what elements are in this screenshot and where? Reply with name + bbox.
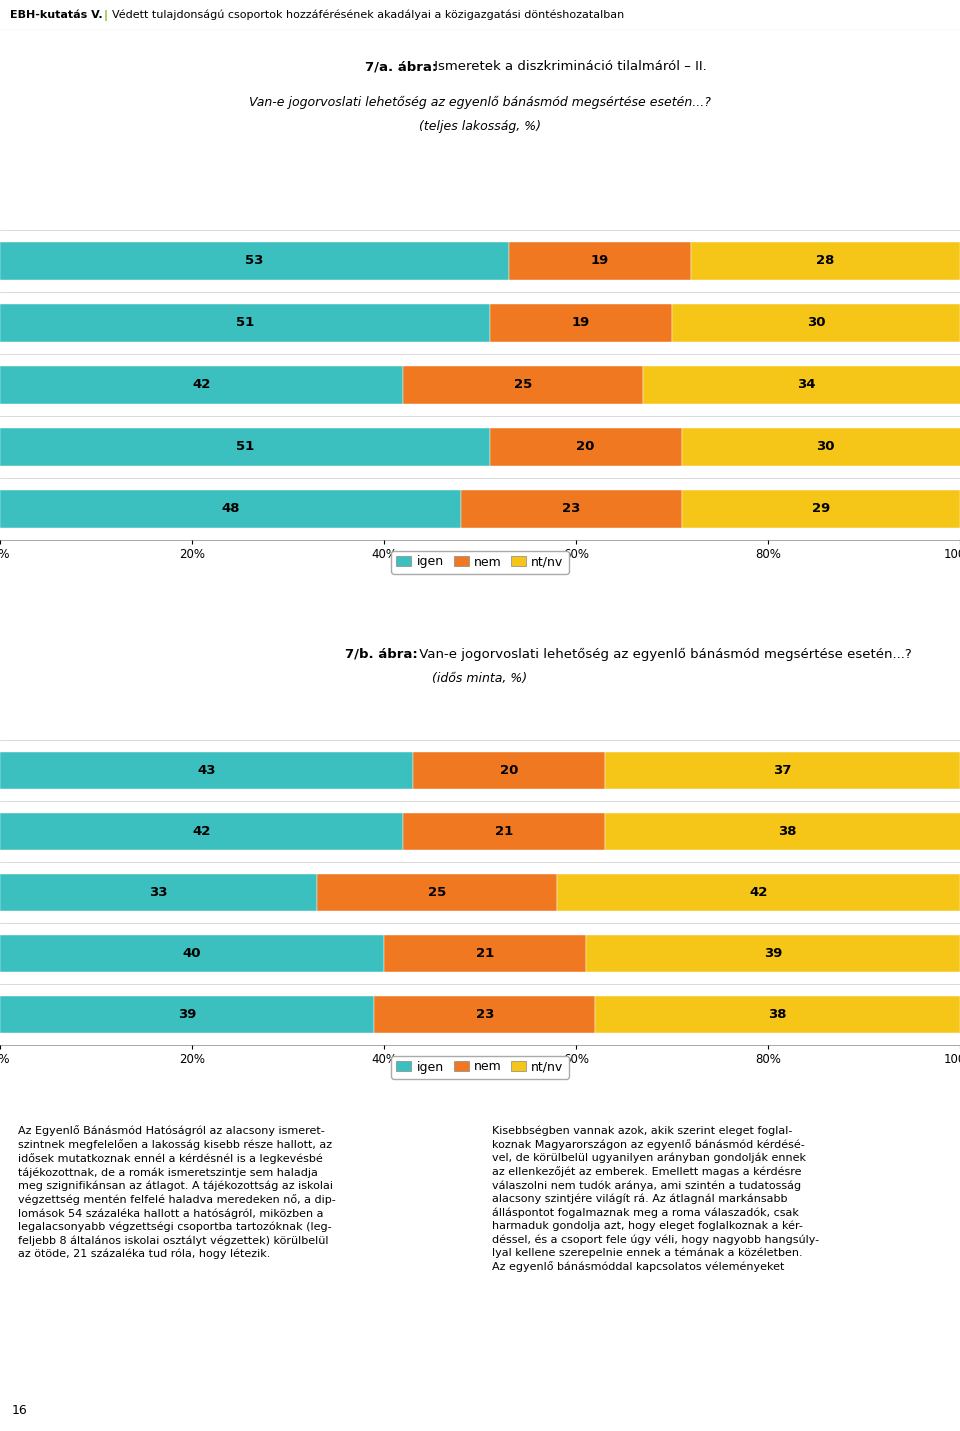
Bar xyxy=(0,813,403,850)
Bar xyxy=(0,366,403,404)
Bar xyxy=(374,996,595,1033)
Bar xyxy=(605,813,960,850)
Text: 37: 37 xyxy=(773,764,792,777)
Bar xyxy=(557,873,960,912)
Text: 21: 21 xyxy=(494,826,514,839)
Text: Van-e jogorvoslati lehetőség az egyenlő bánásmód megsértése esetén...?: Van-e jogorvoslati lehetőség az egyenlő … xyxy=(249,96,711,109)
Text: Kisebbségben vannak azok, akik szerint eleget foglal-
koznak Magyarországon az e: Kisebbségben vannak azok, akik szerint e… xyxy=(492,1125,819,1272)
Text: 25: 25 xyxy=(514,379,533,392)
Bar xyxy=(0,996,374,1033)
Text: Az Egyenlő Bánásmód Hatóságról az alacsony ismeret-
szintnek megfelelően a lakos: Az Egyenlő Bánásmód Hatóságról az alacso… xyxy=(18,1125,336,1259)
Text: 29: 29 xyxy=(811,502,830,515)
Text: (teljes lakosság, %): (teljes lakosság, %) xyxy=(419,120,541,133)
Text: Védett tulajdonságú csoportok hozzáférésének akadályai a közigazgatási döntéshoz: Védett tulajdonságú csoportok hozzáférés… xyxy=(112,10,624,20)
Bar xyxy=(0,751,413,790)
Text: Ismeretek a diszkrimináció tilalmáról – II.: Ismeretek a diszkrimináció tilalmáról – … xyxy=(430,60,707,73)
Text: 23: 23 xyxy=(475,1007,494,1020)
Text: 40: 40 xyxy=(182,947,202,960)
Text: 38: 38 xyxy=(778,826,797,839)
Text: 30: 30 xyxy=(816,441,835,454)
Bar xyxy=(595,996,960,1033)
Text: 48: 48 xyxy=(221,502,240,515)
Bar xyxy=(682,428,960,467)
Bar xyxy=(605,751,960,790)
Bar xyxy=(461,489,682,528)
Bar xyxy=(0,934,384,973)
Bar xyxy=(0,489,461,528)
Bar xyxy=(490,428,682,467)
Bar xyxy=(672,303,960,342)
Bar xyxy=(403,813,605,850)
Bar xyxy=(0,303,490,342)
Bar xyxy=(643,366,960,404)
Text: 51: 51 xyxy=(235,316,254,329)
Bar xyxy=(0,873,317,912)
Legend: igen, nem, nt/nv: igen, nem, nt/nv xyxy=(392,551,568,574)
Text: |: | xyxy=(104,10,108,20)
Text: 28: 28 xyxy=(816,255,835,268)
Text: 25: 25 xyxy=(427,886,446,899)
Text: 38: 38 xyxy=(768,1007,787,1020)
Text: 39: 39 xyxy=(178,1007,197,1020)
Bar xyxy=(0,242,509,280)
Text: EBH-kutatás V.: EBH-kutatás V. xyxy=(10,10,103,20)
Text: 16: 16 xyxy=(12,1404,27,1418)
Text: Van-e jogorvoslati lehetőség az egyenlő bánásmód megsértése esetén...?: Van-e jogorvoslati lehetőség az egyenlő … xyxy=(415,648,912,661)
Text: 7/a. ábra:: 7/a. ábra: xyxy=(365,60,437,73)
Bar xyxy=(317,873,557,912)
Text: 53: 53 xyxy=(245,255,264,268)
Text: 39: 39 xyxy=(763,947,782,960)
Text: 20: 20 xyxy=(499,764,518,777)
Text: 7/b. ábra:: 7/b. ábra: xyxy=(345,648,418,661)
Text: 33: 33 xyxy=(149,886,168,899)
Legend: igen, nem, nt/nv: igen, nem, nt/nv xyxy=(392,1056,568,1079)
Text: (idős minta, %): (idős minta, %) xyxy=(432,673,528,685)
Text: 20: 20 xyxy=(576,441,595,454)
Bar xyxy=(509,242,691,280)
Text: 42: 42 xyxy=(192,826,211,839)
Text: 23: 23 xyxy=(562,502,581,515)
Bar xyxy=(403,366,643,404)
Bar xyxy=(0,428,490,467)
Text: 43: 43 xyxy=(197,764,216,777)
Bar xyxy=(490,303,672,342)
Bar xyxy=(586,934,960,973)
Bar xyxy=(682,489,960,528)
Text: 19: 19 xyxy=(590,255,610,268)
Text: 34: 34 xyxy=(797,379,816,392)
Text: 30: 30 xyxy=(806,316,826,329)
Text: 51: 51 xyxy=(235,441,254,454)
Bar xyxy=(413,751,605,790)
Bar xyxy=(384,934,586,973)
Text: 42: 42 xyxy=(749,886,768,899)
Text: 42: 42 xyxy=(192,379,211,392)
Text: 19: 19 xyxy=(571,316,590,329)
Bar xyxy=(691,242,960,280)
Text: 21: 21 xyxy=(475,947,494,960)
